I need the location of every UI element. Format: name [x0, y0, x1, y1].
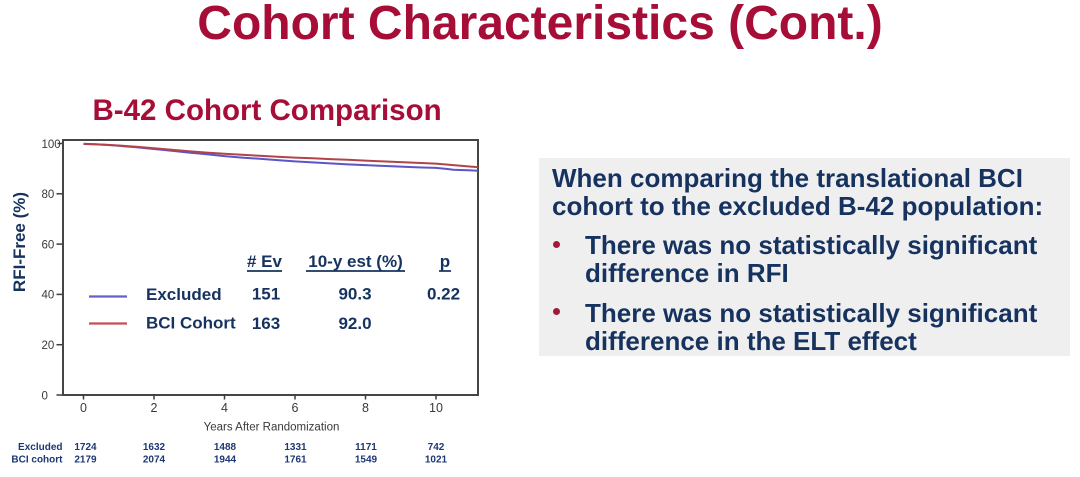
svg-text:Excluded: Excluded	[18, 442, 62, 453]
svg-text:90.3: 90.3	[338, 285, 371, 304]
svg-text:p: p	[440, 252, 450, 271]
svg-text:2074: 2074	[143, 455, 166, 466]
svg-text:0: 0	[42, 390, 48, 402]
svg-text:4: 4	[221, 401, 228, 415]
svg-text:20: 20	[42, 340, 55, 352]
svg-text:100: 100	[42, 139, 61, 151]
svg-text:1171: 1171	[355, 442, 377, 453]
svg-text:0: 0	[80, 401, 87, 415]
svg-text:1724: 1724	[74, 442, 97, 453]
svg-text:2: 2	[151, 401, 158, 415]
svg-text:Years After Randomization: Years After Randomization	[204, 422, 340, 434]
svg-text:1944: 1944	[214, 455, 237, 466]
svg-text:6: 6	[292, 401, 299, 415]
svg-text:80: 80	[42, 189, 55, 201]
svg-text:8: 8	[362, 401, 369, 415]
svg-text:Excluded: Excluded	[146, 285, 222, 304]
svg-text:163: 163	[252, 314, 280, 333]
svg-text:# Ev: # Ev	[247, 252, 283, 271]
svg-text:92.0: 92.0	[338, 314, 371, 333]
svg-text:1331: 1331	[284, 442, 307, 453]
svg-text:151: 151	[252, 285, 280, 304]
svg-text:0.22: 0.22	[427, 285, 460, 304]
svg-text:10-y est (%): 10-y est (%)	[308, 252, 402, 271]
svg-text:742: 742	[428, 442, 445, 453]
svg-text:1632: 1632	[143, 442, 166, 453]
svg-text:BCI Cohort: BCI Cohort	[146, 314, 236, 333]
svg-text:BCI cohort: BCI cohort	[11, 455, 63, 466]
svg-text:1021: 1021	[425, 455, 448, 466]
svg-text:1488: 1488	[214, 442, 237, 453]
svg-text:1549: 1549	[355, 455, 378, 466]
svg-text:1761: 1761	[284, 455, 307, 466]
svg-text:10: 10	[429, 401, 443, 415]
svg-text:60: 60	[42, 239, 55, 251]
svg-text:40: 40	[42, 290, 55, 302]
svg-text:2179: 2179	[74, 455, 97, 466]
